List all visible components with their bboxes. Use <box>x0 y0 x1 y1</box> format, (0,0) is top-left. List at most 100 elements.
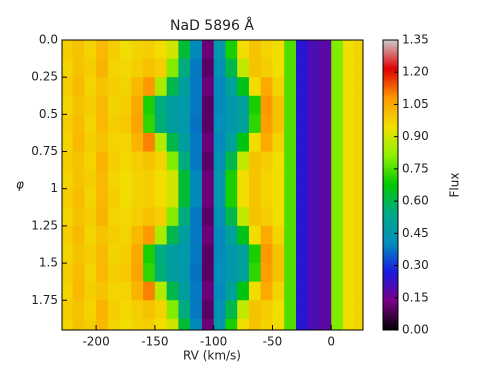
heatmap-cell <box>62 225 74 245</box>
heatmap-cell <box>248 132 262 153</box>
heatmap-cell <box>166 318 179 330</box>
heatmap-cell <box>284 225 297 245</box>
heatmap-cell <box>248 114 262 134</box>
heatmap-cell <box>178 300 191 320</box>
heatmap-cell <box>131 95 144 115</box>
heatmap-cell <box>248 244 262 264</box>
heatmap-cell <box>178 58 191 78</box>
heatmap-cell <box>237 207 250 227</box>
heatmap-cell <box>62 263 74 283</box>
heatmap-cell <box>131 114 144 134</box>
heatmap-cell <box>260 318 273 330</box>
heatmap-cell <box>143 77 156 97</box>
heatmap-cell <box>166 244 179 264</box>
heatmap-cell <box>119 58 132 78</box>
heatmap-cell <box>96 132 109 153</box>
x-axis-label: RV (km/s) <box>183 349 241 363</box>
heatmap-cell <box>143 318 156 330</box>
heatmap-cell <box>96 281 109 301</box>
heatmap-cell <box>62 300 74 320</box>
heatmap-cell <box>178 225 191 245</box>
heatmap-cell <box>201 40 215 60</box>
heatmap-cell <box>319 188 332 208</box>
heatmap-cell <box>248 225 262 245</box>
heatmap-cell <box>107 318 121 330</box>
heatmap-cell <box>295 300 309 320</box>
plot-frame <box>61 39 364 331</box>
heatmap-cell <box>201 114 215 134</box>
heatmap-cell <box>72 151 85 171</box>
heatmap-cell <box>96 151 109 171</box>
heatmap-cell <box>154 40 168 60</box>
heatmap-cell <box>307 318 320 330</box>
heatmap-cell <box>107 263 121 283</box>
heatmap-cell <box>62 40 74 60</box>
heatmap-cell <box>154 170 168 190</box>
heatmap-cell <box>154 281 168 301</box>
heatmap-cell <box>96 114 109 134</box>
heatmap-cell <box>284 77 297 97</box>
heatmap-cell <box>201 170 215 190</box>
heatmap-cell <box>354 318 363 330</box>
heatmap-cell <box>295 114 309 134</box>
heatmap-cell <box>62 207 74 227</box>
heatmap-cell <box>307 188 320 208</box>
heatmap-cell <box>213 281 226 301</box>
heatmap-cell <box>166 77 179 97</box>
heatmap-cell <box>284 132 297 153</box>
heatmap-cell <box>84 170 97 190</box>
heatmap-cell <box>154 188 168 208</box>
heatmap-cell <box>331 58 344 78</box>
heatmap-cell <box>272 300 285 320</box>
heatmap-cell <box>96 263 109 283</box>
heatmap-cell <box>190 95 203 115</box>
heatmap-cell <box>201 188 215 208</box>
heatmap-cell <box>178 170 191 190</box>
heatmap-cell <box>225 132 238 153</box>
heatmap-cell <box>107 77 121 97</box>
heatmap-cell <box>248 263 262 283</box>
heatmap-cell <box>190 225 203 245</box>
heatmap-cell <box>190 318 203 330</box>
heatmap-cell <box>131 132 144 153</box>
heatmap-cell <box>284 244 297 264</box>
heatmap-cell <box>307 95 320 115</box>
heatmap-cell <box>260 40 273 60</box>
heatmap-cell <box>131 188 144 208</box>
heatmap-cell <box>154 58 168 78</box>
heatmap-cell <box>343 95 356 115</box>
heatmap-cell <box>260 132 273 153</box>
heatmap-cell <box>72 95 85 115</box>
heatmap-cell <box>84 77 97 97</box>
heatmap-cell <box>319 114 332 134</box>
heatmap-cell <box>96 300 109 320</box>
heatmap-cell <box>119 281 132 301</box>
heatmap-cell <box>319 300 332 320</box>
heatmap-cell <box>331 318 344 330</box>
heatmap-cell <box>190 281 203 301</box>
heatmap-cell <box>143 244 156 264</box>
heatmap-cell <box>331 207 344 227</box>
heatmap-cell <box>119 318 132 330</box>
heatmap-cell <box>107 244 121 264</box>
heatmap-cell <box>307 281 320 301</box>
heatmap-cell <box>225 58 238 78</box>
heatmap-cell <box>295 318 309 330</box>
heatmap-cell <box>237 132 250 153</box>
heatmap-cell <box>62 151 74 171</box>
heatmap-cell <box>272 151 285 171</box>
heatmap-cell <box>272 263 285 283</box>
heatmap-cell <box>166 151 179 171</box>
heatmap-cell <box>319 263 332 283</box>
heatmap-cell <box>107 95 121 115</box>
heatmap-cell <box>343 151 356 171</box>
y-tick-label: 1.25 <box>31 218 58 232</box>
heatmap-cell <box>295 95 309 115</box>
heatmap-cell <box>331 300 344 320</box>
heatmap-cell <box>331 281 344 301</box>
heatmap-cell <box>190 263 203 283</box>
heatmap-cell <box>154 207 168 227</box>
heatmap-cell <box>154 244 168 264</box>
heatmap-cell <box>284 281 297 301</box>
heatmap-cell <box>248 188 262 208</box>
